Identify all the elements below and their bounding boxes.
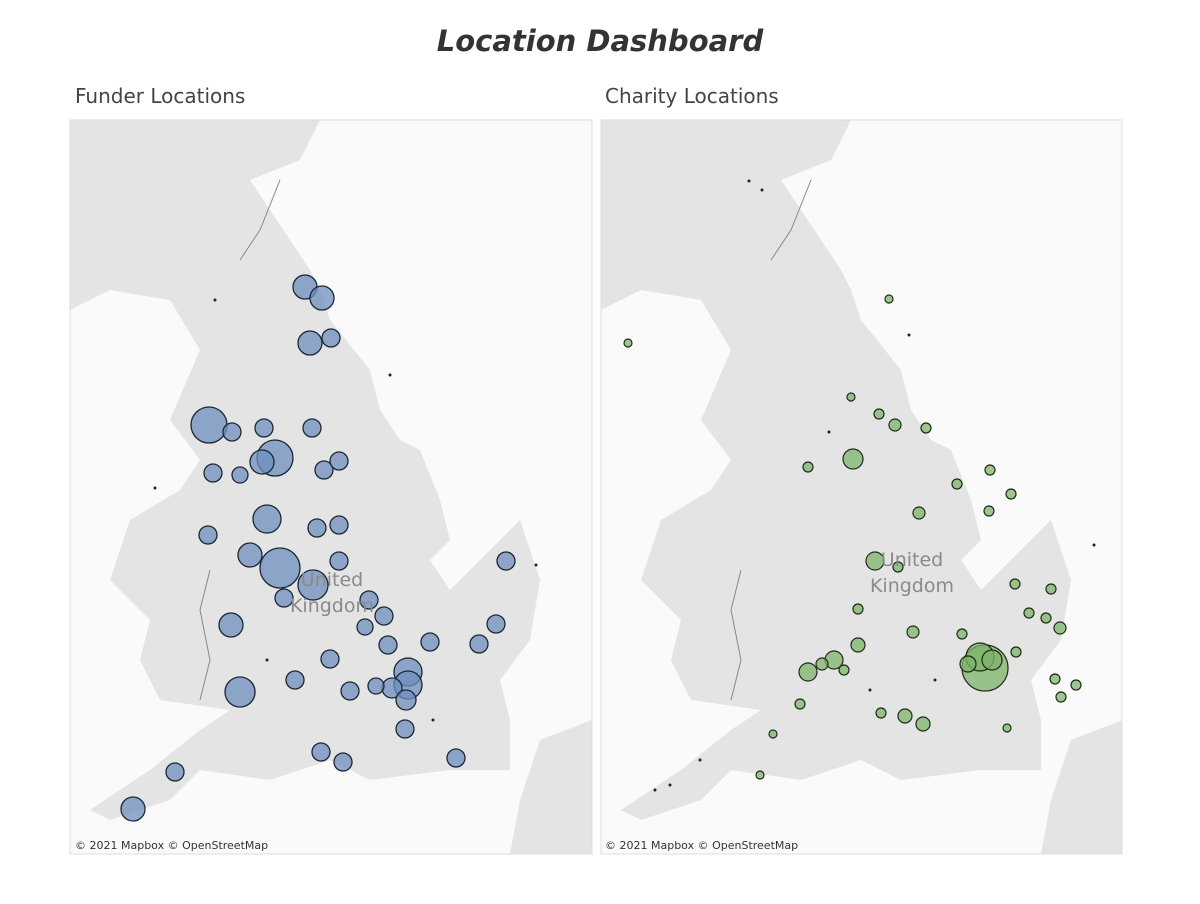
dashboard-title: Location Dashboard: [436, 24, 764, 58]
map-label: Kingdom: [870, 575, 954, 597]
map-frame: [69, 119, 593, 855]
funder-map: United Kingdom © 2021 Mapbox © OpenStree…: [70, 120, 592, 854]
map-label: United: [881, 549, 943, 571]
attribution: © 2021 Mapbox © OpenStreetMap: [75, 839, 268, 852]
panel-title: Funder Locations: [75, 84, 246, 108]
map-frame: [600, 119, 1123, 855]
charity-map: United Kingdom © 2021 Mapbox © OpenStree…: [601, 120, 1122, 854]
map-label: Kingdom: [290, 595, 374, 617]
attribution: © 2021 Mapbox © OpenStreetMap: [605, 839, 798, 852]
panel-title: Charity Locations: [605, 84, 779, 108]
map-label: United: [301, 569, 363, 591]
